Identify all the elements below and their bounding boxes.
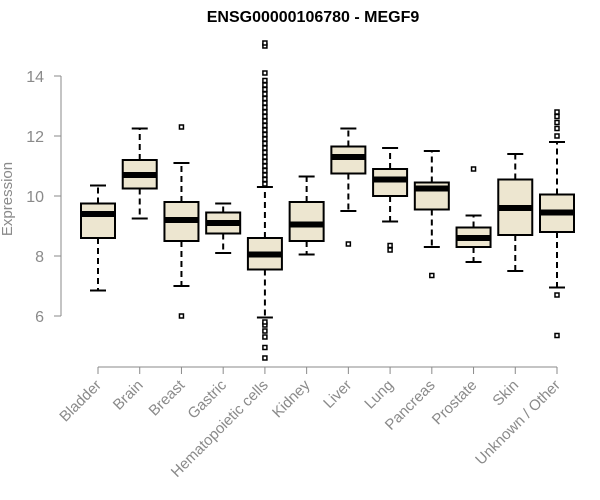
outlier-point (554, 133, 560, 139)
outlier-point (554, 113, 560, 120)
x-tick-label: Prostate (429, 377, 481, 429)
outlier-point (262, 70, 268, 76)
box-group (80, 184, 116, 292)
outlier-point (262, 158, 268, 165)
outlier-point (387, 242, 393, 249)
outlier-point (262, 319, 268, 325)
outlier-point (262, 104, 268, 111)
outlier-point (554, 125, 560, 132)
outlier-point (262, 334, 268, 340)
outlier-point (262, 167, 268, 174)
x-tick-label: Skin (489, 377, 522, 410)
outlier-point (262, 77, 268, 84)
y-tick-label: 14 (26, 69, 44, 86)
outlier-point (262, 149, 268, 156)
box-group (372, 147, 409, 253)
outlier-point (262, 118, 268, 124)
outlier-point (262, 328, 268, 334)
outlier-point (262, 176, 268, 183)
x-tick-label: Liver (320, 377, 355, 412)
outlier-point (345, 241, 352, 247)
x-tick-label: Kidney (269, 376, 314, 421)
y-tick-label: 6 (35, 309, 44, 326)
outlier-point (262, 344, 268, 351)
outlier-point (262, 95, 268, 102)
outlier-point (178, 313, 185, 319)
outlier-point (262, 163, 268, 169)
outlier-point (262, 172, 268, 178)
box-group (455, 166, 492, 263)
outlier-point (262, 154, 268, 160)
outlier-point (262, 122, 268, 129)
chart-title: ENSG00000106780 - MEGF9 (207, 9, 420, 26)
box-group (288, 175, 325, 256)
outlier-point (262, 136, 268, 142)
outlier-point (262, 181, 268, 187)
outlier-point (470, 166, 477, 172)
box-group (121, 127, 158, 220)
outlier-point (262, 113, 268, 120)
plot-area (80, 40, 575, 361)
outlier-point (262, 91, 268, 97)
x-tick-label: Lung (361, 377, 397, 413)
y-ticks: 6 8 10 12 14 (26, 69, 61, 326)
outlier-point (178, 124, 185, 130)
x-tick-label: Brain (110, 377, 147, 414)
outlier-point (262, 109, 268, 115)
box-group (330, 127, 367, 247)
outlier-point (262, 145, 268, 151)
outlier-point (262, 40, 268, 46)
outlier-point (262, 86, 268, 93)
outlier-point (262, 355, 268, 361)
box-group (497, 153, 534, 272)
outlier-point (262, 100, 268, 106)
y-tick-label: 12 (26, 129, 44, 146)
box-group (163, 124, 200, 319)
outlier-point (554, 332, 560, 339)
y-tick-label: 10 (26, 189, 44, 206)
box-group (246, 40, 283, 361)
outlier-point (262, 131, 268, 138)
outlier-point (387, 247, 393, 253)
outlier-point (429, 272, 435, 279)
y-tick-label: 8 (35, 249, 44, 266)
x-tick-label: Breast (146, 376, 189, 419)
outlier-point (554, 292, 560, 298)
outlier-point (262, 127, 268, 133)
x-tick-label: Bladder (56, 377, 105, 426)
box-group (539, 109, 575, 339)
box-group (413, 150, 450, 279)
y-axis-label: Expression (0, 162, 16, 236)
iqr-box (80, 202, 116, 239)
outlier-point (262, 140, 268, 147)
outlier-point (554, 109, 560, 115)
outlier-point (554, 119, 560, 126)
box-group (205, 202, 242, 254)
outlier-point (262, 82, 268, 88)
